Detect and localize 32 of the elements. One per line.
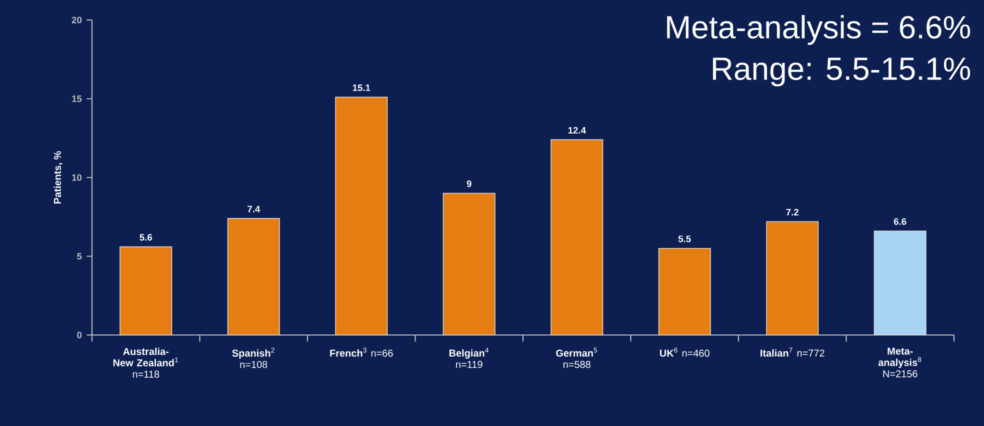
bar bbox=[442, 192, 496, 336]
x-tick-label: Italian$^{7}$ n=772 bbox=[760, 348, 824, 357]
category-label: Spanish$^{2}$ n=108 bbox=[232, 348, 274, 368]
x-tick-label: French$^{3}$ n=66 bbox=[330, 348, 393, 357]
bar bbox=[874, 230, 926, 336]
data-label: 5.6 bbox=[140, 234, 152, 241]
bar bbox=[766, 221, 819, 336]
y-tick-label: 10 bbox=[72, 174, 82, 181]
data-label: 6.6 bbox=[894, 218, 906, 225]
category-label: Australia-New Zealand$^{1}$ n=118 bbox=[113, 348, 178, 378]
bar bbox=[335, 96, 388, 336]
data-label: 5.5 bbox=[678, 236, 691, 242]
y-axis-title: Patients, % bbox=[54, 151, 62, 204]
y-tick-label: 15 bbox=[72, 95, 82, 102]
x-tick-label: UK$^{6}$ n=460 bbox=[660, 348, 710, 357]
y-tick-label: 0 bbox=[77, 332, 82, 338]
data-label: 7.2 bbox=[786, 208, 798, 216]
data-label: 7.4 bbox=[248, 206, 260, 212]
bar bbox=[658, 248, 711, 336]
bar bbox=[550, 139, 604, 336]
category-label: Belgian$^{4}$ n=119 bbox=[449, 348, 489, 368]
annotation: Range: 5.5-15.1% bbox=[713, 58, 970, 86]
data-label: 12.4 bbox=[568, 127, 586, 134]
data-label: 9 bbox=[466, 180, 472, 188]
x-tick-label: Meta-analysis$^{8}$ N=2156 bbox=[878, 348, 922, 378]
y-tick-label: 20 bbox=[72, 16, 82, 24]
bar bbox=[120, 246, 172, 336]
y-tick-label: 5 bbox=[77, 252, 82, 260]
data-label: 15.1 bbox=[352, 84, 370, 91]
annotation: Meta-analysis = 6.6% bbox=[667, 15, 970, 45]
category-label: German$^{5}$ n=588 bbox=[556, 348, 598, 368]
bar bbox=[227, 218, 280, 336]
